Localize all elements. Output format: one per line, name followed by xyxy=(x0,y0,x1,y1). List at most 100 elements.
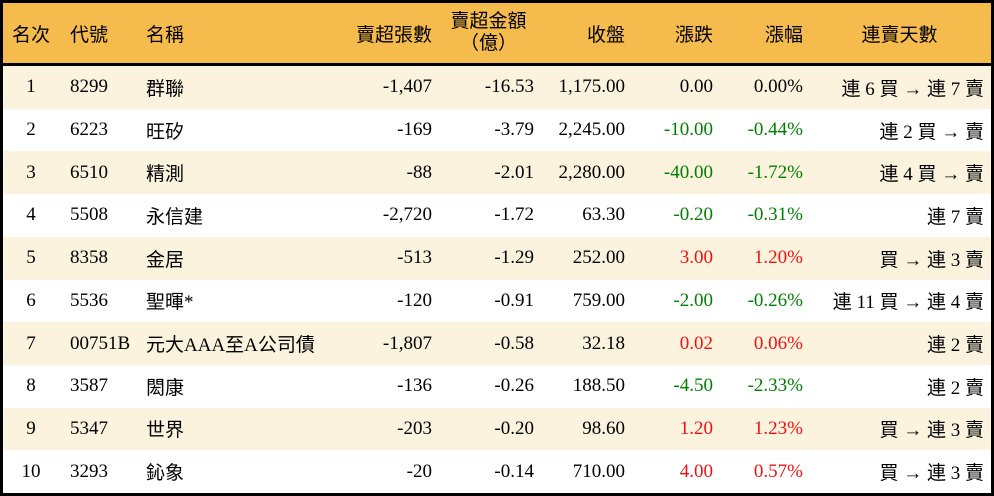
cell-rank: 2 xyxy=(26,119,36,141)
cell-streak: 連 2 賣 xyxy=(926,335,984,357)
header-name: 名稱 xyxy=(146,24,185,46)
cell-close: 2,280.00 xyxy=(558,161,626,183)
cell-streak: 買 → 連 3 賣 xyxy=(879,463,984,485)
cell-change: -4.50 xyxy=(673,375,713,397)
cell-close: 759.00 xyxy=(572,289,625,311)
cell-change-pct: 1.20% xyxy=(753,247,803,269)
cell-close: 710.00 xyxy=(572,460,625,482)
cell-name: 群聯 xyxy=(146,78,185,100)
cell-sell-volume: -513 xyxy=(397,247,432,269)
table-row: 6 5536 聖暉* -120 -0.91 759.00 -2.00 -0.26… xyxy=(3,279,991,323)
header-change-pct: 漲幅 xyxy=(764,24,803,46)
header-code: 代號 xyxy=(70,24,109,46)
header-sell-amount-line1: 賣超金額 xyxy=(450,11,527,33)
cell-change: 4.00 xyxy=(679,460,713,482)
cell-change-pct: -1.72% xyxy=(747,161,803,183)
cell-code: 5536 xyxy=(70,289,108,311)
cell-streak: 連 7 賣 xyxy=(926,206,984,228)
cell-change: 1.20 xyxy=(679,417,713,439)
cell-streak: 連 2 賣 xyxy=(926,377,984,399)
table-row: 10 3293 鈊象 -20 -0.14 710.00 4.00 0.57% 買… xyxy=(3,450,991,493)
cell-close: 252.00 xyxy=(572,247,625,269)
table-body: 1 8299 群聯 -1,407 -16.53 1,175.00 0.00 0.… xyxy=(3,66,991,493)
cell-sell-volume: -169 xyxy=(397,119,432,141)
cell-sell-amount: -1.72 xyxy=(494,204,534,226)
table-row: 8 3587 閎康 -136 -0.26 188.50 -4.50 -2.33%… xyxy=(3,364,991,408)
table-row: 5 8358 金居 -513 -1.29 252.00 3.00 1.20% 買… xyxy=(3,236,991,280)
cell-sell-amount: -16.53 xyxy=(484,76,534,98)
cell-code: 8358 xyxy=(70,247,108,269)
cell-sell-amount: -0.14 xyxy=(494,460,534,482)
cell-streak: 連 4 買 → 賣 xyxy=(879,164,984,186)
cell-sell-amount: -0.58 xyxy=(494,332,534,354)
table-header: 名次 代號 名稱 賣超張數 賣超金額 （億） 收盤 漲跌 漲幅 連賣天數 xyxy=(3,3,991,66)
cell-change-pct: -0.44% xyxy=(747,119,803,141)
cell-close: 188.50 xyxy=(572,375,625,397)
cell-name: 旺矽 xyxy=(146,121,185,143)
cell-sell-amount: -2.01 xyxy=(494,161,534,183)
cell-change: -10.00 xyxy=(663,119,713,141)
cell-name: 精測 xyxy=(146,164,185,186)
cell-close: 98.60 xyxy=(582,417,625,439)
cell-sell-amount: -0.91 xyxy=(494,289,534,311)
cell-rank: 4 xyxy=(26,204,36,226)
cell-change-pct: 1.23% xyxy=(753,417,803,439)
cell-close: 32.18 xyxy=(582,332,625,354)
cell-code: 3587 xyxy=(70,375,108,397)
cell-change-pct: 0.00% xyxy=(753,76,803,98)
cell-code: 3293 xyxy=(70,460,108,482)
cell-streak: 買 → 連 3 賣 xyxy=(879,249,984,271)
cell-name: 元大AAA至A公司債 xyxy=(146,335,315,357)
cell-name: 金居 xyxy=(146,249,185,271)
cell-streak: 連 6 買 → 連 7 賣 xyxy=(841,78,984,100)
cell-code: 8299 xyxy=(70,76,108,98)
cell-change-pct: -0.26% xyxy=(747,289,803,311)
cell-change: -0.20 xyxy=(673,204,713,226)
cell-code: 5347 xyxy=(70,417,108,439)
cell-name: 鈊象 xyxy=(146,463,185,485)
table-row: 4 5508 永信建 -2,720 -1.72 63.30 -0.20 -0.3… xyxy=(3,194,991,237)
cell-sell-volume: -136 xyxy=(397,375,432,397)
cell-sell-volume: -2,720 xyxy=(382,204,432,226)
cell-name: 聖暉* xyxy=(146,292,194,314)
cell-change: -2.00 xyxy=(673,289,713,311)
cell-streak: 連 11 買 → 連 4 賣 xyxy=(832,292,984,314)
cell-name: 永信建 xyxy=(146,206,204,228)
cell-rank: 1 xyxy=(26,76,36,98)
table-row: 2 6223 旺矽 -169 -3.79 2,245.00 -10.00 -0.… xyxy=(3,108,991,152)
cell-change: 0.00 xyxy=(679,76,713,98)
cell-change-pct: 0.06% xyxy=(753,332,803,354)
cell-close: 63.30 xyxy=(582,204,625,226)
cell-change-pct: 0.57% xyxy=(753,460,803,482)
cell-streak: 買 → 連 3 賣 xyxy=(879,420,984,442)
cell-close: 1,175.00 xyxy=(558,76,626,98)
cell-name: 閎康 xyxy=(146,377,185,399)
cell-change: -40.00 xyxy=(663,161,713,183)
cell-change: 0.02 xyxy=(679,332,713,354)
cell-code: 6510 xyxy=(70,161,108,183)
cell-sell-volume: -120 xyxy=(397,289,432,311)
cell-sell-volume: -1,407 xyxy=(382,76,432,98)
cell-close: 2,245.00 xyxy=(558,119,626,141)
table-row: 3 6510 精測 -88 -2.01 2,280.00 -40.00 -1.7… xyxy=(3,151,991,195)
cell-sell-amount: -1.29 xyxy=(494,247,534,269)
cell-code: 00751B xyxy=(70,332,131,354)
cell-code: 6223 xyxy=(70,119,108,141)
header-rank: 名次 xyxy=(11,24,50,46)
table-row: 7 00751B 元大AAA至A公司債 -1,807 -0.58 32.18 0… xyxy=(3,322,991,365)
cell-sell-volume: -20 xyxy=(406,460,432,482)
cell-code: 5508 xyxy=(70,204,108,226)
cell-rank: 8 xyxy=(26,375,36,397)
cell-rank: 9 xyxy=(26,417,36,439)
cell-change-pct: -0.31% xyxy=(747,204,803,226)
table-row: 1 8299 群聯 -1,407 -16.53 1,175.00 0.00 0.… xyxy=(3,66,991,109)
cell-rank: 6 xyxy=(26,289,36,311)
header-change: 漲跌 xyxy=(674,24,713,46)
cell-change: 3.00 xyxy=(679,247,713,269)
cell-sell-amount: -3.79 xyxy=(494,119,534,141)
header-sell-amount: 賣超金額 （億） xyxy=(437,11,540,55)
cell-sell-volume: -203 xyxy=(397,417,432,439)
cell-change-pct: -2.33% xyxy=(747,375,803,397)
header-sell-volume: 賣超張數 xyxy=(355,24,432,46)
